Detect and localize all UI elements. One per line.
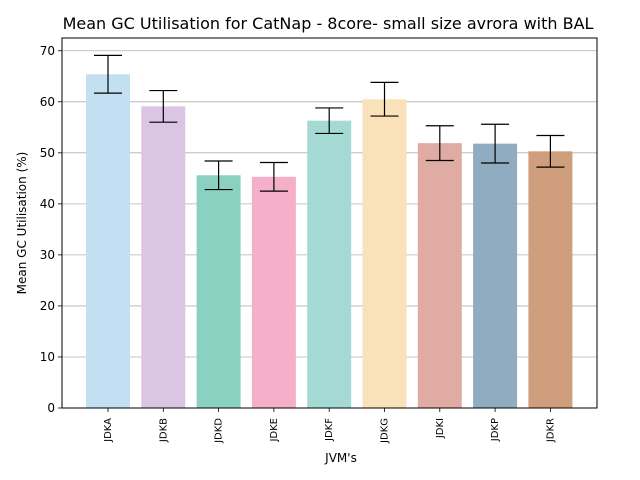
x-tick-label-jdki: JDKI <box>435 418 446 439</box>
x-tick-label-jdkf: JDKF <box>324 418 335 442</box>
chart-title: Mean GC Utilisation for CatNap - 8core- … <box>63 14 594 33</box>
y-tick-label: 40 <box>40 197 55 211</box>
bar-jdkp <box>473 143 518 409</box>
bar-jdka <box>86 74 130 408</box>
bars <box>86 74 573 409</box>
bar-jdkb <box>141 106 186 409</box>
bar-jdkr <box>528 151 573 408</box>
y-tick-label: 60 <box>40 95 55 109</box>
bar-jdke <box>251 176 296 408</box>
x-tick-label-jdkg: JDKG <box>380 418 391 444</box>
y-tick-label: 50 <box>40 146 55 160</box>
x-tick-label-jdkd: JDKD <box>214 418 225 444</box>
bar-jdki <box>417 143 462 408</box>
y-tick-label: 30 <box>40 248 55 262</box>
y-tick-label: 0 <box>47 401 55 415</box>
x-axis-label: JVM's <box>324 451 357 465</box>
x-tick-label-jdkb: JDKB <box>158 418 169 443</box>
bar-jdkg <box>362 99 407 408</box>
x-tick-label-jdke: JDKE <box>269 418 280 443</box>
y-axis-ticks: 0 10 20 30 40 50 60 70 <box>40 44 62 415</box>
bar-jdkd <box>196 175 241 408</box>
bar-jdkf <box>307 120 352 408</box>
x-axis-ticks: JDKA JDKB JDKD JDKE JDKF JDKG JDKI JDKP JDKR <box>103 408 556 444</box>
x-tick-label-jdkr: JDKR <box>545 418 556 443</box>
y-axis-label: Mean GC Utilisation (%) <box>15 152 29 295</box>
y-tick-label: 10 <box>40 350 55 364</box>
x-tick-label-jdka: JDKA <box>103 418 114 443</box>
error-bars <box>94 54 565 192</box>
y-tick-label: 70 <box>40 44 55 58</box>
x-tick-label-jdkp: JDKP <box>490 418 501 442</box>
y-tick-label: 20 <box>40 299 55 313</box>
